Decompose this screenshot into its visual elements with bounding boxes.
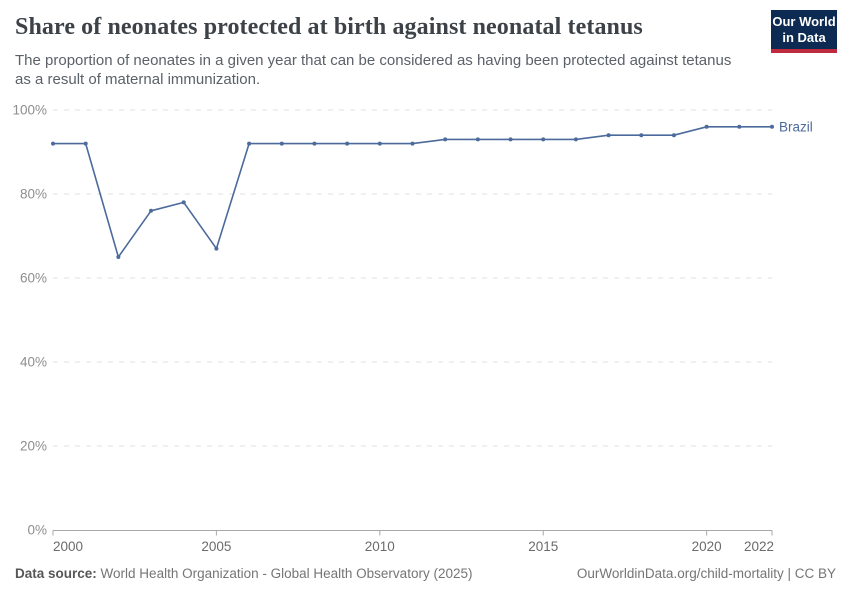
data-point (247, 141, 252, 146)
x-tick-label: 2022 (744, 539, 774, 554)
y-tick-label: 0% (27, 523, 47, 538)
data-point (51, 141, 55, 146)
data-point (377, 141, 382, 146)
data-source-text: World Health Organization - Global Healt… (100, 566, 473, 581)
data-point (443, 137, 448, 142)
data-point (770, 124, 774, 129)
data-point (345, 141, 350, 146)
data-point (475, 137, 480, 142)
owid-logo[interactable]: Our World in Data (771, 10, 837, 53)
data-point (541, 137, 546, 142)
chart-footer: Data source: World Health Organization -… (15, 566, 836, 581)
data-point (573, 137, 578, 142)
x-tick-label: 2010 (365, 539, 395, 554)
series-line-brazil (52, 126, 773, 258)
x-tick-label: 2000 (53, 539, 83, 554)
y-tick-label: 100% (12, 103, 47, 118)
chart-subtitle: The proportion of neonates in a given ye… (15, 52, 732, 88)
owid-logo-line1: Our World (772, 14, 836, 29)
data-source-label: Data source: (15, 566, 97, 581)
data-point (83, 141, 88, 146)
page-title: Share of neonates protected at birth aga… (15, 14, 643, 40)
x-tick-label: 2005 (201, 539, 231, 554)
credit-link[interactable]: OurWorldinData.org/child-mortality | CC … (576, 566, 836, 581)
x-tick-label: 2020 (692, 539, 722, 554)
y-tick-label: 20% (20, 439, 47, 454)
data-point (704, 124, 709, 129)
y-tick-label: 40% (20, 355, 47, 370)
data-point (737, 124, 742, 129)
owid-logo-line2: in Data (782, 30, 826, 45)
data-point (279, 141, 284, 146)
data-source: Data source: World Health Organization -… (15, 566, 472, 581)
data-point (312, 141, 317, 146)
y-tick-label: 80% (20, 187, 47, 202)
y-tick-label: 60% (20, 271, 47, 286)
data-point (639, 133, 644, 138)
series-label-brazil[interactable]: Brazil (779, 119, 813, 134)
data-point (606, 133, 611, 138)
data-point (149, 208, 154, 213)
data-point (508, 137, 513, 142)
data-point (181, 200, 186, 205)
x-tick-label: 2015 (528, 539, 558, 554)
data-point (671, 133, 676, 138)
data-point (116, 255, 121, 259)
data-point (214, 246, 219, 251)
data-point (410, 141, 415, 146)
